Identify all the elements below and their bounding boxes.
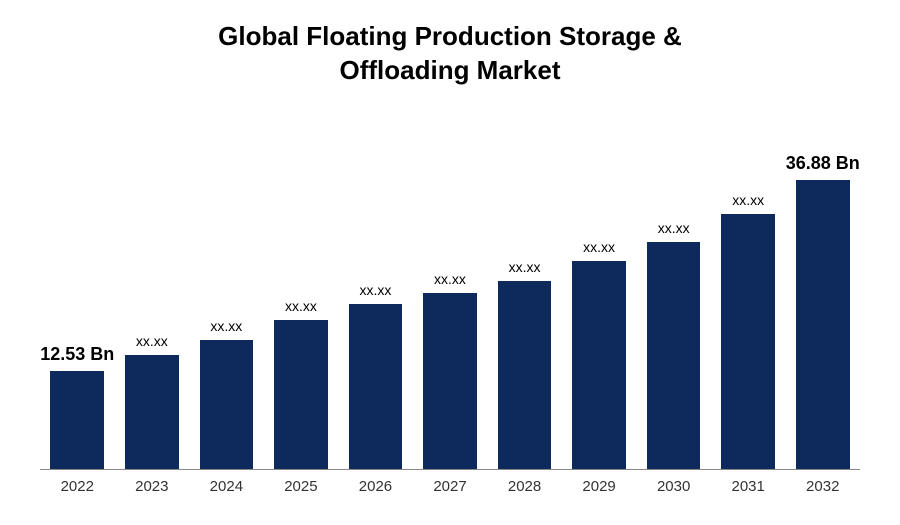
- x-axis-label: 2022: [40, 478, 115, 495]
- bar-value-label: xx.xx: [285, 298, 317, 314]
- bar: [572, 261, 626, 469]
- bar: [423, 293, 477, 469]
- bar-value-label: xx.xx: [658, 220, 690, 236]
- bar: [498, 281, 552, 469]
- x-axis-label: 2030: [636, 478, 711, 495]
- bar-value-label: xx.xx: [434, 271, 466, 287]
- bar-value-label: xx.xx: [732, 192, 764, 208]
- bar: [796, 180, 850, 469]
- bar-group: 12.53 Bn: [40, 118, 115, 469]
- bar-value-label: xx.xx: [136, 333, 168, 349]
- bar-group: xx.xx: [636, 118, 711, 469]
- bar-group: xx.xx: [413, 118, 488, 469]
- chart-area: 12.53 Bn xx.xx xx.xx xx.xx xx.xx xx.xx xx.xx xx…: [40, 118, 860, 470]
- chart-title: Global Floating Production Storage & Off…: [40, 20, 860, 88]
- bar: [647, 242, 701, 469]
- bar: [349, 304, 403, 469]
- bar-group: xx.xx: [264, 118, 339, 469]
- bar-group: xx.xx: [487, 118, 562, 469]
- x-axis-label: 2028: [487, 478, 562, 495]
- x-axis-label: 2029: [562, 478, 637, 495]
- x-axis-label: 2032: [785, 478, 860, 495]
- bar: [50, 371, 104, 469]
- bar-value-label: 36.88 Bn: [786, 153, 860, 174]
- bar-group: xx.xx: [562, 118, 637, 469]
- chart-container: Global Floating Production Storage & Off…: [0, 0, 900, 525]
- chart-title-line2: Offloading Market: [40, 54, 860, 88]
- bar: [721, 214, 775, 469]
- bar-group: xx.xx: [338, 118, 413, 469]
- x-axis-label: 2026: [338, 478, 413, 495]
- bar-value-label: 12.53 Bn: [40, 344, 114, 365]
- x-axis: 2022202320242025202620272028202920302031…: [40, 478, 860, 495]
- bar-value-label: xx.xx: [210, 318, 242, 334]
- bar-group: xx.xx: [115, 118, 190, 469]
- x-axis-label: 2023: [115, 478, 190, 495]
- x-axis-label: 2031: [711, 478, 786, 495]
- bar-group: 36.88 Bn: [785, 118, 860, 469]
- bar-value-label: xx.xx: [360, 282, 392, 298]
- bar: [200, 340, 254, 469]
- x-axis-label: 2024: [189, 478, 264, 495]
- bar: [274, 320, 328, 469]
- x-axis-label: 2027: [413, 478, 488, 495]
- bar-value-label: xx.xx: [583, 239, 615, 255]
- bar-group: xx.xx: [189, 118, 264, 469]
- bar-group: xx.xx: [711, 118, 786, 469]
- bar: [125, 355, 179, 469]
- bar-value-label: xx.xx: [509, 259, 541, 275]
- chart-title-line1: Global Floating Production Storage &: [40, 20, 860, 54]
- x-axis-label: 2025: [264, 478, 339, 495]
